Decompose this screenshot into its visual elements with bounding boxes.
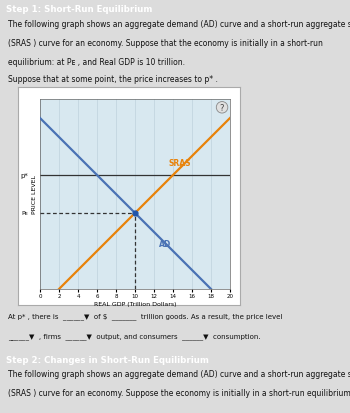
Text: SRAS: SRAS <box>168 159 191 168</box>
Text: p*: p* <box>21 173 29 178</box>
Text: The following graph shows an aggregate demand (AD) curve and a short-run aggrega: The following graph shows an aggregate d… <box>8 20 350 29</box>
Text: ______▼  , firms  ______▼  output, and consumers  ______▼  consumption.: ______▼ , firms ______▼ output, and cons… <box>8 332 261 339</box>
Text: Pᴇ: Pᴇ <box>22 211 29 216</box>
X-axis label: REAL GDP (Trillion Dollars): REAL GDP (Trillion Dollars) <box>94 301 176 306</box>
Text: (SRAS ) curve for an economy. Suppose that the economy is initially in a short-r: (SRAS ) curve for an economy. Suppose th… <box>8 39 323 48</box>
Text: Step 2: Changes in Short-Run Equilibrium: Step 2: Changes in Short-Run Equilibrium <box>6 356 209 365</box>
Text: AD: AD <box>159 240 171 249</box>
Text: ?: ? <box>220 104 224 112</box>
Text: equilibrium: at Pᴇ , and Real GDP is 10 trillion.: equilibrium: at Pᴇ , and Real GDP is 10 … <box>8 58 185 67</box>
Y-axis label: PRICE LEVEL: PRICE LEVEL <box>32 175 37 214</box>
Text: Suppose that at some point, the price increases to p* .: Suppose that at some point, the price in… <box>8 75 218 84</box>
Text: The following graph shows an aggregate demand (AD) curve and a short-run aggrega: The following graph shows an aggregate d… <box>8 369 350 378</box>
Text: (SRAS ) curve for an economy. Suppose the economy is initially in a short-run eq: (SRAS ) curve for an economy. Suppose th… <box>8 388 350 397</box>
Text: At p* , there is  ______▼  of $  _______  trillion goods. As a result, the price: At p* , there is ______▼ of $ _______ tr… <box>8 313 282 319</box>
Text: Step 1: Short-Run Equilibrium: Step 1: Short-Run Equilibrium <box>6 5 152 14</box>
